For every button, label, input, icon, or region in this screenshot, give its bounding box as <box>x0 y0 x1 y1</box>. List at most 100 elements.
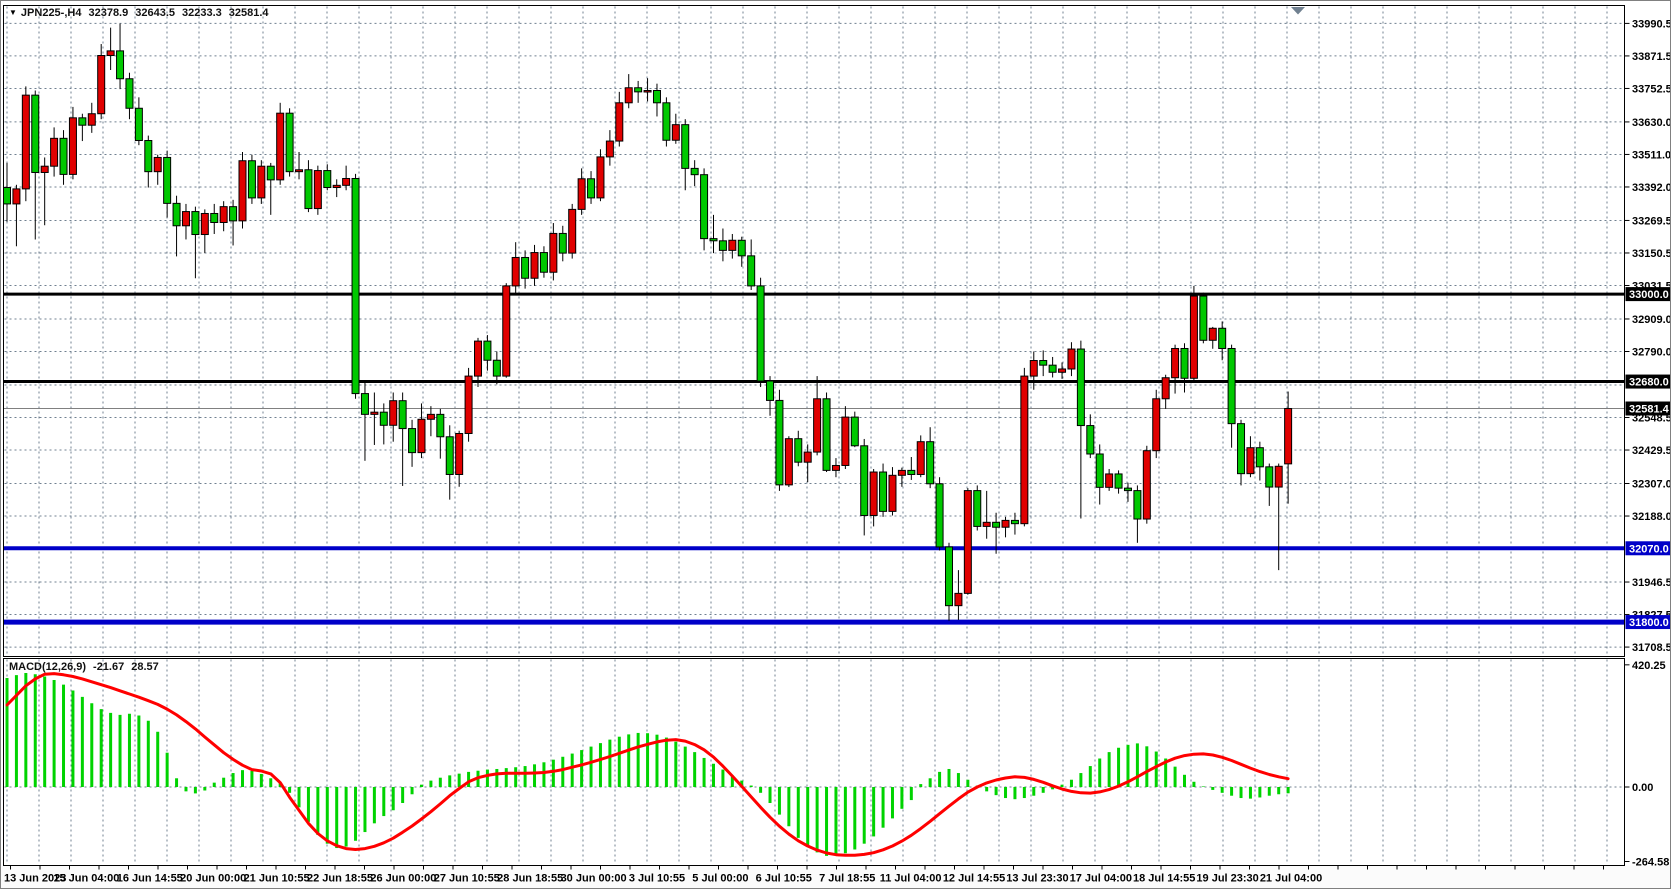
price-tick-label: 32307.0 <box>1632 479 1671 491</box>
candle <box>1199 295 1208 341</box>
candle <box>1029 360 1038 377</box>
candle <box>766 380 775 401</box>
candle <box>850 416 859 447</box>
price-box-label: 32581.4 <box>1629 404 1670 416</box>
time-label: 30 Jun 00:00 <box>561 873 627 885</box>
macd-tick-label: -264.58 <box>1632 857 1669 869</box>
macd-name-text: MACD(12,26,9) <box>9 661 87 673</box>
candle <box>775 399 784 486</box>
candle <box>1246 447 1255 475</box>
price-box-label: 31800.0 <box>1629 617 1669 629</box>
time-label: 17 Jul 04:00 <box>1070 873 1132 885</box>
candle <box>116 50 125 80</box>
candle <box>963 490 972 594</box>
candle <box>285 112 294 173</box>
main-panel-background <box>3 5 1625 657</box>
time-label: 13 Jul 23:30 <box>1006 873 1068 885</box>
candle <box>1010 519 1019 525</box>
macd-tick-label: 420.25 <box>1632 660 1666 672</box>
candle <box>1237 423 1246 475</box>
price-tick-label: 32188.0 <box>1632 511 1671 523</box>
candle <box>87 113 96 126</box>
macd-signal-value: 28.57 <box>131 661 159 673</box>
macd-tick-label: 0.00 <box>1632 782 1653 794</box>
candle <box>869 471 878 516</box>
candle <box>1001 519 1010 528</box>
price-tick-label: 31708.5 <box>1632 642 1671 654</box>
time-label: 13 Jun 2023 <box>4 873 66 885</box>
candle <box>860 445 869 516</box>
candle <box>97 55 106 115</box>
candle <box>945 546 953 607</box>
candle <box>1114 473 1123 489</box>
macd-main-value: -21.67 <box>93 661 125 673</box>
candle <box>671 124 680 141</box>
candle <box>229 206 238 222</box>
candle <box>681 124 690 169</box>
time-label: 6 Jul 10:55 <box>756 873 812 885</box>
price-tick-label: 33269.5 <box>1632 215 1671 227</box>
candle <box>784 438 793 486</box>
candle <box>803 451 812 463</box>
candle <box>40 165 49 173</box>
candle <box>511 256 520 287</box>
candle <box>332 184 341 189</box>
time-label: 5 Jul 00:00 <box>692 873 748 885</box>
candle <box>1171 347 1180 379</box>
candle <box>822 398 831 471</box>
candle <box>568 208 577 254</box>
candle <box>1086 425 1095 455</box>
candle <box>1105 473 1114 488</box>
time-axis-strip <box>1 865 1670 888</box>
candle <box>1133 490 1142 520</box>
candle <box>1284 408 1293 465</box>
macd-indicator-label: MACD(12,26,9) -21.67 28.57 <box>9 661 159 673</box>
candle <box>521 256 530 279</box>
candle <box>587 178 596 199</box>
candle <box>747 255 756 287</box>
macd-panel-border <box>3 658 1625 866</box>
candle <box>1161 377 1170 400</box>
candle <box>1274 465 1283 488</box>
macd-signal-line <box>5 672 1290 857</box>
price-tick-label: 32429.5 <box>1632 445 1671 457</box>
candle <box>247 160 256 199</box>
price-axis-strip <box>1625 1 1670 888</box>
candle <box>897 469 906 476</box>
candle <box>1189 295 1198 379</box>
price-box-32680.0 <box>1625 374 1670 389</box>
candle <box>1227 347 1236 425</box>
time-label: 7 Jul 18:55 <box>819 873 875 885</box>
candle <box>68 117 77 175</box>
candle <box>3 187 11 205</box>
candle <box>737 239 746 257</box>
candle <box>1067 348 1076 370</box>
candle <box>1076 348 1085 427</box>
time-label: 16 Jun 14:55 <box>117 873 183 885</box>
price-tick-label: 32790.0 <box>1632 346 1671 358</box>
candle <box>728 239 737 251</box>
candle <box>181 211 190 227</box>
main-panel-border <box>3 5 1625 657</box>
chart-shift-marker[interactable] <box>1291 7 1305 15</box>
chart-symbol-label: ▼ JPN225-,H4 32378.9 32643.5 32233.3 32581.4 <box>9 7 269 19</box>
candle <box>615 102 624 142</box>
candle <box>1180 347 1189 379</box>
candle <box>982 521 991 527</box>
candle <box>718 240 727 251</box>
ohlc-collapse-icon[interactable]: ▼ <box>9 8 17 17</box>
candle <box>1142 450 1151 520</box>
candle <box>172 202 181 227</box>
candle <box>539 252 548 273</box>
candle <box>709 238 718 242</box>
candle <box>700 174 709 240</box>
price-tick-label: 32909.0 <box>1632 314 1671 326</box>
candle <box>624 87 633 104</box>
candle <box>389 400 398 426</box>
candle <box>1048 364 1057 373</box>
candle <box>379 411 388 426</box>
candle <box>219 206 228 224</box>
candle <box>879 471 888 512</box>
candle <box>634 87 643 93</box>
